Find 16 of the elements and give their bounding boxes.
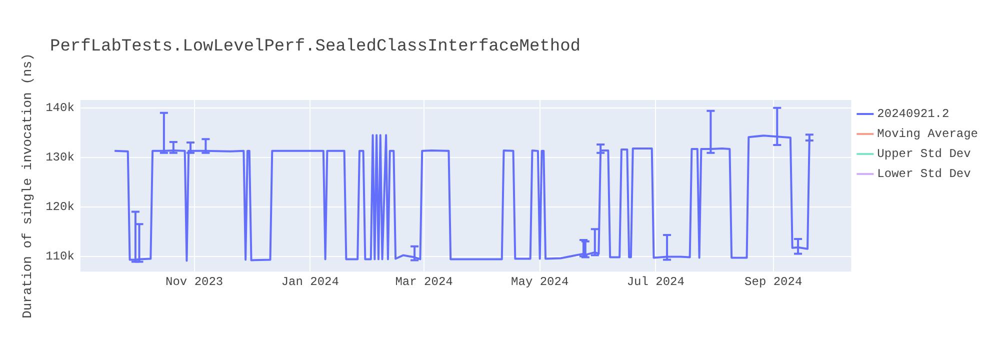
x-tick-label: Sep 2024 [744, 274, 802, 289]
x-tick-label: Mar 2024 [395, 274, 453, 289]
chart-title: PerfLabTests.LowLevelPerf.SealedClassInterfaceMethod [50, 38, 580, 56]
legend-label: Upper Std Dev [877, 147, 971, 162]
y-tick-label: 120k [46, 200, 74, 214]
y-tick-label: 130k [46, 150, 74, 165]
x-tick-label: May 2024 [511, 274, 569, 289]
legend-label: 20240921.2 [877, 107, 950, 122]
legend-label: Moving Average [877, 127, 978, 142]
y-tick-label: 140k [46, 101, 74, 116]
legend-label: Lower Std Dev [877, 167, 971, 182]
y-axis-title: Duration of single invocation (ns) [20, 53, 36, 318]
x-tick-label: Jan 2024 [281, 274, 339, 289]
x-tick-label: Jul 2024 [626, 274, 684, 289]
y-tick-label: 110k [46, 249, 74, 264]
x-tick-label: Nov 2023 [166, 274, 224, 289]
